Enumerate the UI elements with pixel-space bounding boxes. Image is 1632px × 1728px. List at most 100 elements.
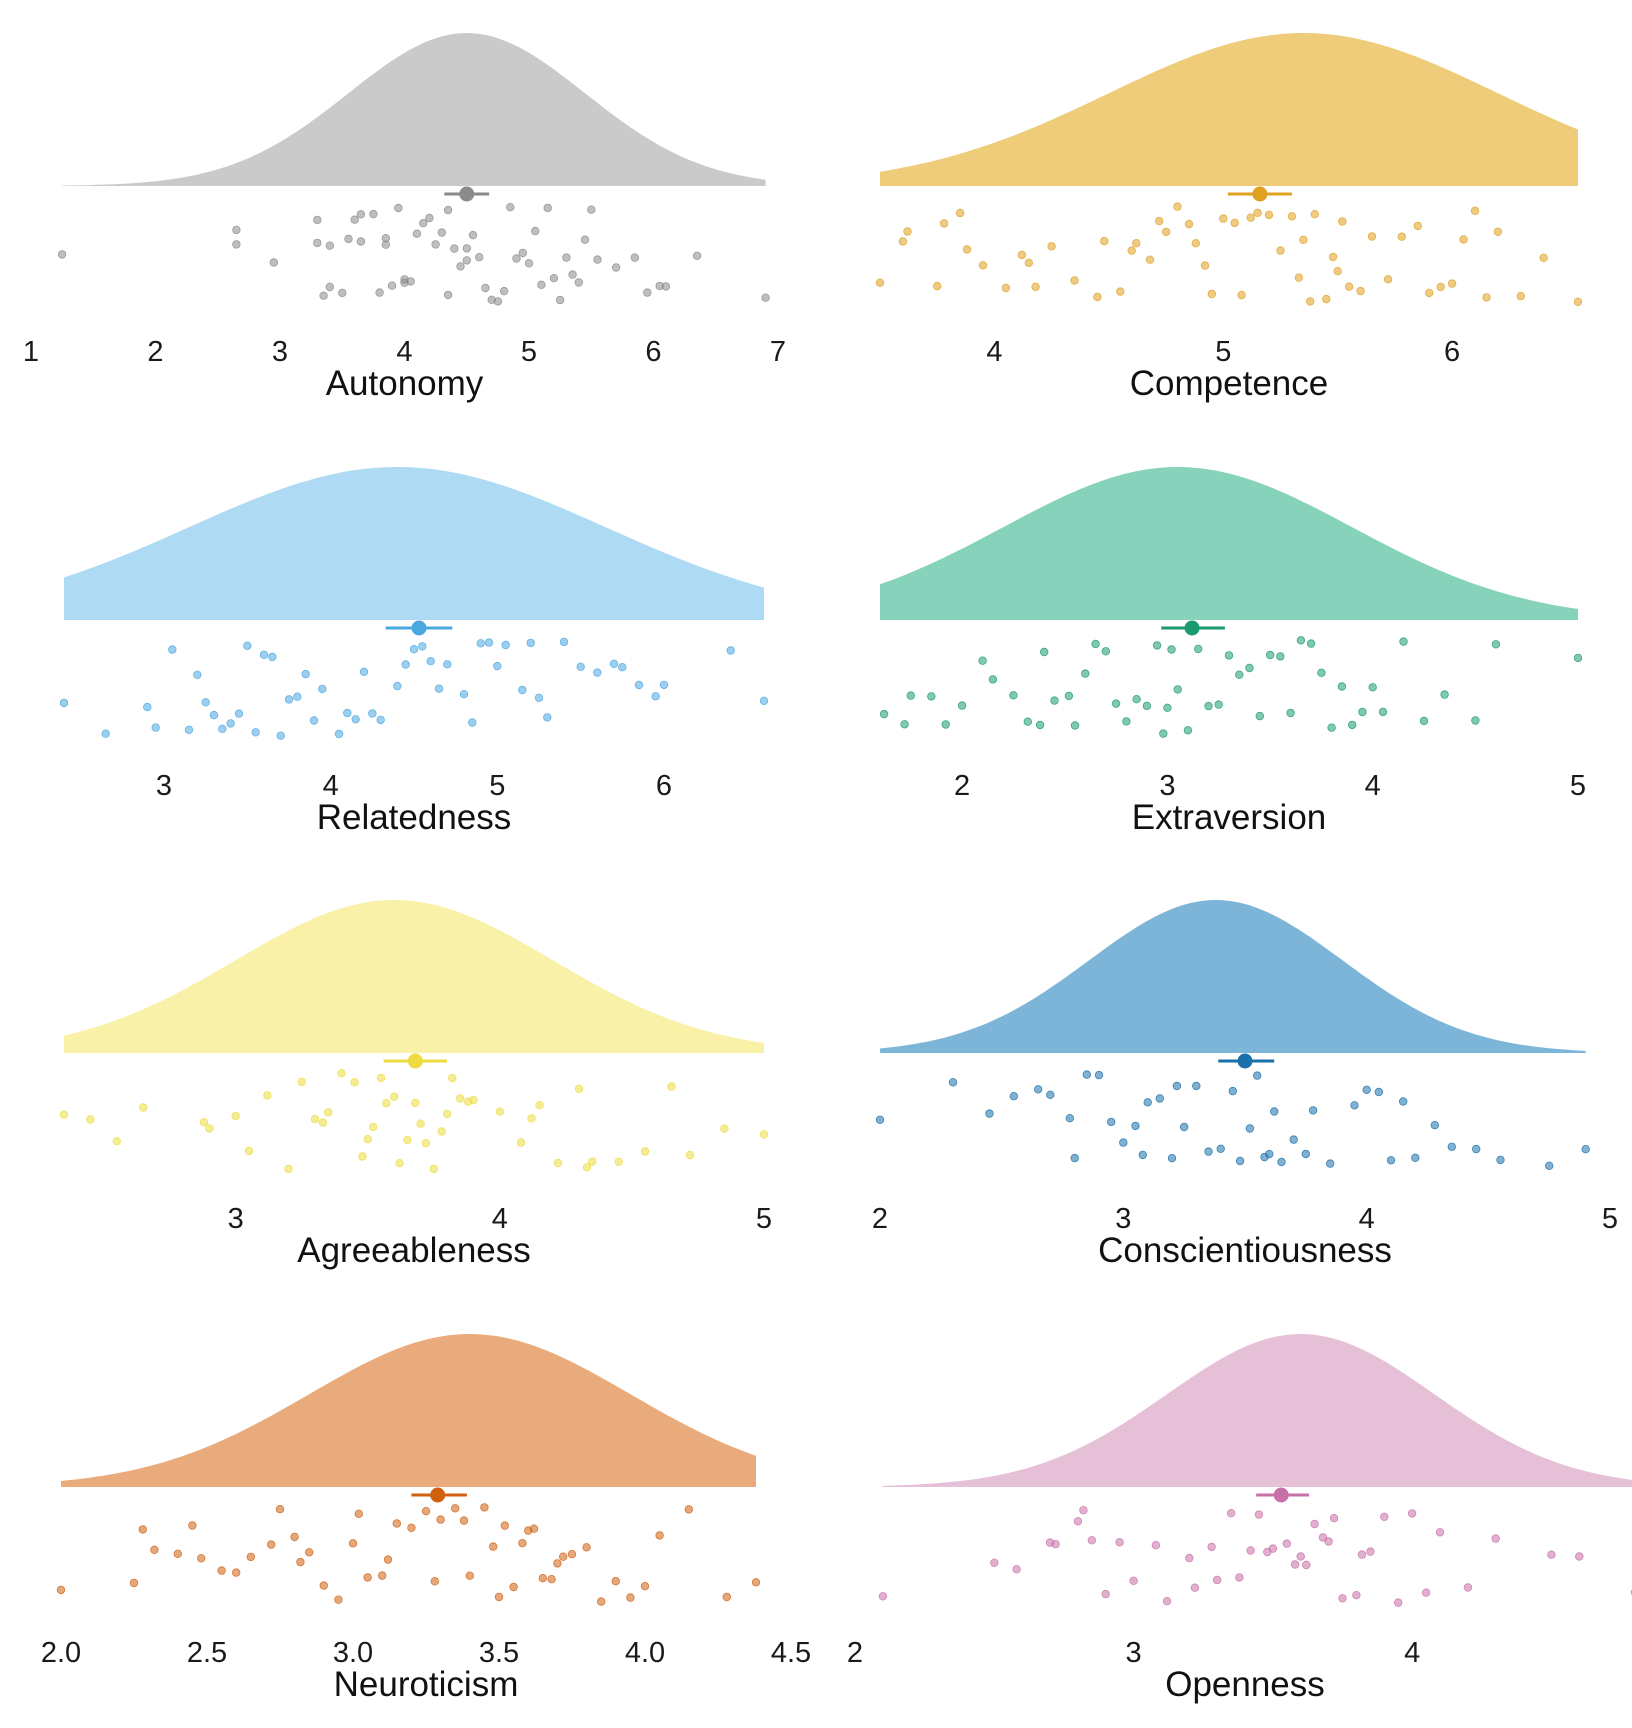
data-point bbox=[425, 213, 434, 223]
data-point bbox=[518, 685, 527, 695]
data-point bbox=[217, 1566, 226, 1575]
density-cloud bbox=[64, 467, 764, 620]
data-point bbox=[1366, 1547, 1375, 1556]
data-point bbox=[1399, 637, 1408, 646]
data-point bbox=[574, 278, 583, 287]
data-point bbox=[1012, 1565, 1021, 1574]
data-point bbox=[1100, 236, 1109, 246]
data-point bbox=[1539, 253, 1548, 262]
data-point bbox=[1447, 1142, 1456, 1151]
data-point bbox=[534, 693, 544, 702]
data-point bbox=[1129, 1576, 1138, 1585]
panel-autonomy: 1 2 3 4 5 6 7 Autonomy bbox=[23, 33, 786, 403]
data-point bbox=[985, 1109, 994, 1118]
data-point bbox=[906, 691, 915, 700]
data-point bbox=[296, 1557, 305, 1567]
data-point bbox=[576, 662, 585, 671]
tick-label: 6 bbox=[1444, 336, 1460, 368]
tick-label: 2 bbox=[872, 1203, 888, 1235]
data-point bbox=[1350, 1101, 1359, 1110]
data-point bbox=[493, 297, 503, 306]
data-point bbox=[568, 270, 577, 279]
data-point bbox=[875, 1115, 885, 1124]
data-point bbox=[1193, 644, 1203, 654]
data-point bbox=[878, 1592, 888, 1601]
data-point bbox=[1091, 639, 1100, 649]
data-point bbox=[232, 240, 241, 249]
data-point bbox=[537, 280, 546, 289]
data-point bbox=[343, 708, 352, 718]
data-point bbox=[1154, 216, 1164, 226]
data-point bbox=[549, 274, 559, 283]
data-point bbox=[1163, 703, 1172, 712]
data-point bbox=[1282, 1539, 1291, 1548]
data-point bbox=[344, 234, 353, 244]
tick-label: 2.5 bbox=[187, 1637, 227, 1669]
data-point bbox=[297, 1077, 306, 1087]
data-point bbox=[313, 215, 322, 225]
data-point bbox=[529, 1524, 539, 1533]
data-point bbox=[1352, 1590, 1361, 1600]
x-axis-label: Agreeableness bbox=[297, 1231, 531, 1270]
data-point bbox=[1287, 212, 1297, 221]
data-point bbox=[481, 283, 490, 293]
tick-label: 4.0 bbox=[625, 1637, 665, 1669]
data-point bbox=[1299, 235, 1308, 244]
data-point bbox=[1235, 1156, 1245, 1166]
data-point bbox=[358, 1152, 367, 1161]
tick-label: 6 bbox=[645, 336, 661, 368]
data-point bbox=[196, 1554, 206, 1563]
data-point bbox=[526, 638, 535, 648]
data-point bbox=[56, 1585, 66, 1595]
data-point bbox=[112, 1137, 121, 1146]
data-point bbox=[231, 1111, 240, 1121]
data-point bbox=[1235, 1573, 1244, 1582]
data-point bbox=[1200, 261, 1210, 270]
data-point bbox=[268, 652, 277, 662]
data-point bbox=[412, 229, 422, 238]
data-point bbox=[354, 1509, 363, 1518]
data-point bbox=[1009, 691, 1018, 700]
mean-point bbox=[459, 186, 475, 202]
data-point bbox=[1131, 1121, 1140, 1131]
data-point bbox=[443, 660, 452, 669]
data-point bbox=[393, 681, 402, 691]
data-point bbox=[403, 1135, 412, 1144]
data-point bbox=[267, 1540, 276, 1549]
data-point bbox=[1338, 1594, 1347, 1603]
data-point bbox=[351, 715, 360, 724]
data-point bbox=[209, 710, 219, 720]
data-point bbox=[1204, 701, 1213, 711]
data-point bbox=[1306, 639, 1316, 648]
data-point bbox=[201, 698, 210, 707]
data-point bbox=[325, 241, 334, 250]
data-point bbox=[443, 290, 453, 300]
tick-label: 4 bbox=[1365, 770, 1381, 802]
data-point bbox=[468, 718, 477, 727]
data-point bbox=[406, 277, 415, 286]
data-point bbox=[1082, 1070, 1091, 1079]
data-point bbox=[1356, 286, 1365, 296]
data-point bbox=[451, 1504, 460, 1513]
data-point bbox=[611, 263, 621, 272]
data-point bbox=[382, 1098, 391, 1108]
data-point bbox=[1167, 1153, 1177, 1163]
data-point bbox=[1119, 1138, 1128, 1147]
data-point bbox=[1516, 291, 1525, 301]
data-point bbox=[1079, 1505, 1088, 1515]
data-point bbox=[1269, 1107, 1279, 1116]
data-point bbox=[582, 1543, 591, 1552]
data-point bbox=[903, 227, 912, 236]
data-point bbox=[1179, 1122, 1189, 1132]
data-point bbox=[1296, 1552, 1305, 1561]
data-point bbox=[1367, 232, 1377, 241]
data-point bbox=[609, 659, 619, 668]
data-point bbox=[661, 282, 671, 291]
data-point bbox=[751, 1578, 761, 1587]
mean-point bbox=[1237, 1053, 1253, 1069]
data-point bbox=[318, 684, 327, 694]
data-point bbox=[1246, 213, 1255, 222]
data-point bbox=[611, 1576, 620, 1586]
data-point bbox=[1009, 1091, 1018, 1101]
data-point bbox=[553, 1158, 563, 1168]
